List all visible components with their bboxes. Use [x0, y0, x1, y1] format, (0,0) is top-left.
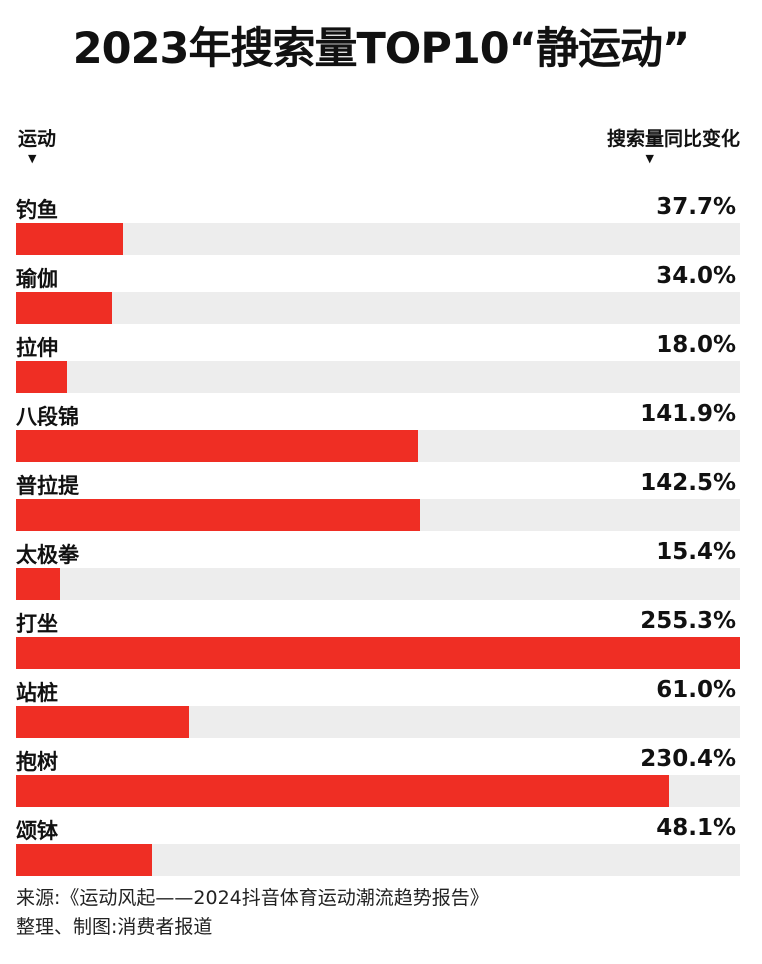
category-label: 八段锦: [16, 405, 79, 429]
bar: [16, 637, 740, 669]
bar-row: 钓鱼 37.7%: [0, 194, 762, 260]
value-axis-label-text: 搜索量同比变化: [606, 128, 740, 150]
value-label: 142.5%: [640, 470, 736, 496]
bar-row: 打坐 255.3%: [0, 608, 762, 674]
bar-row: 太极拳 15.4%: [0, 539, 762, 605]
bar-track: [16, 637, 740, 669]
credit-note: 整理、制图:消费者报道: [16, 916, 213, 938]
category-axis-label: 运动 ▼: [18, 124, 56, 164]
value-label: 255.3%: [640, 608, 736, 634]
bar-row: 瑜伽 34.0%: [0, 263, 762, 329]
bar-row: 抱树 230.4%: [0, 746, 762, 812]
value-label: 37.7%: [656, 194, 736, 220]
bar-row: 拉伸 18.0%: [0, 332, 762, 398]
value-label: 34.0%: [656, 263, 736, 289]
value-label: 15.4%: [656, 539, 736, 565]
chart-title: 2023年搜索量TOP10“静运动”: [72, 24, 690, 74]
bar-track: [16, 844, 740, 876]
bar-track: [16, 568, 740, 600]
category-label: 瑜伽: [16, 267, 58, 291]
bar-track: [16, 361, 740, 393]
category-label: 拉伸: [16, 336, 58, 360]
bar: [16, 499, 420, 531]
bar-track: [16, 706, 740, 738]
category-label: 抱树: [16, 750, 58, 774]
bar-track: [16, 223, 740, 255]
bar-track: [16, 775, 740, 807]
category-label: 钓鱼: [16, 198, 58, 222]
category-label: 普拉提: [16, 474, 79, 498]
bar: [16, 430, 418, 462]
bar-track: [16, 499, 740, 531]
category-label: 打坐: [16, 612, 58, 636]
bar-row: 普拉提 142.5%: [0, 470, 762, 536]
bar: [16, 844, 152, 876]
value-axis-label: 搜索量同比变化 ▼: [607, 124, 740, 164]
bar: [16, 292, 112, 324]
down-triangle-icon: ▼: [645, 152, 654, 165]
category-label: 太极拳: [16, 543, 79, 567]
footer: 来源:《运动风起——2024抖音体育运动潮流趋势报告》 整理、制图:消费者报道: [16, 884, 489, 942]
bar-row: 八段锦 141.9%: [0, 401, 762, 467]
bar: [16, 361, 67, 393]
bar: [16, 568, 60, 600]
bar-row: 站桩 61.0%: [0, 677, 762, 743]
bar-track: [16, 292, 740, 324]
bar: [16, 775, 669, 807]
category-label: 颂钵: [16, 819, 58, 843]
source-note: 来源:《运动风起——2024抖音体育运动潮流趋势报告》: [16, 887, 489, 909]
category-label: 站桩: [16, 681, 58, 705]
value-label: 230.4%: [640, 746, 736, 772]
value-label: 61.0%: [656, 677, 736, 703]
bar: [16, 706, 189, 738]
value-label: 141.9%: [640, 401, 736, 427]
bar: [16, 223, 123, 255]
bar-track: [16, 430, 740, 462]
value-label: 48.1%: [656, 815, 736, 841]
bar-chart: 钓鱼 37.7% 瑜伽 34.0% 拉伸 18.0% 八段锦 141.9% 普拉提 142.5% 太…: [0, 194, 762, 881]
down-triangle-icon: ▼: [28, 152, 37, 165]
value-label: 18.0%: [656, 332, 736, 358]
category-axis-label-text: 运动: [18, 128, 57, 150]
bar-row: 颂钵 48.1%: [0, 815, 762, 881]
